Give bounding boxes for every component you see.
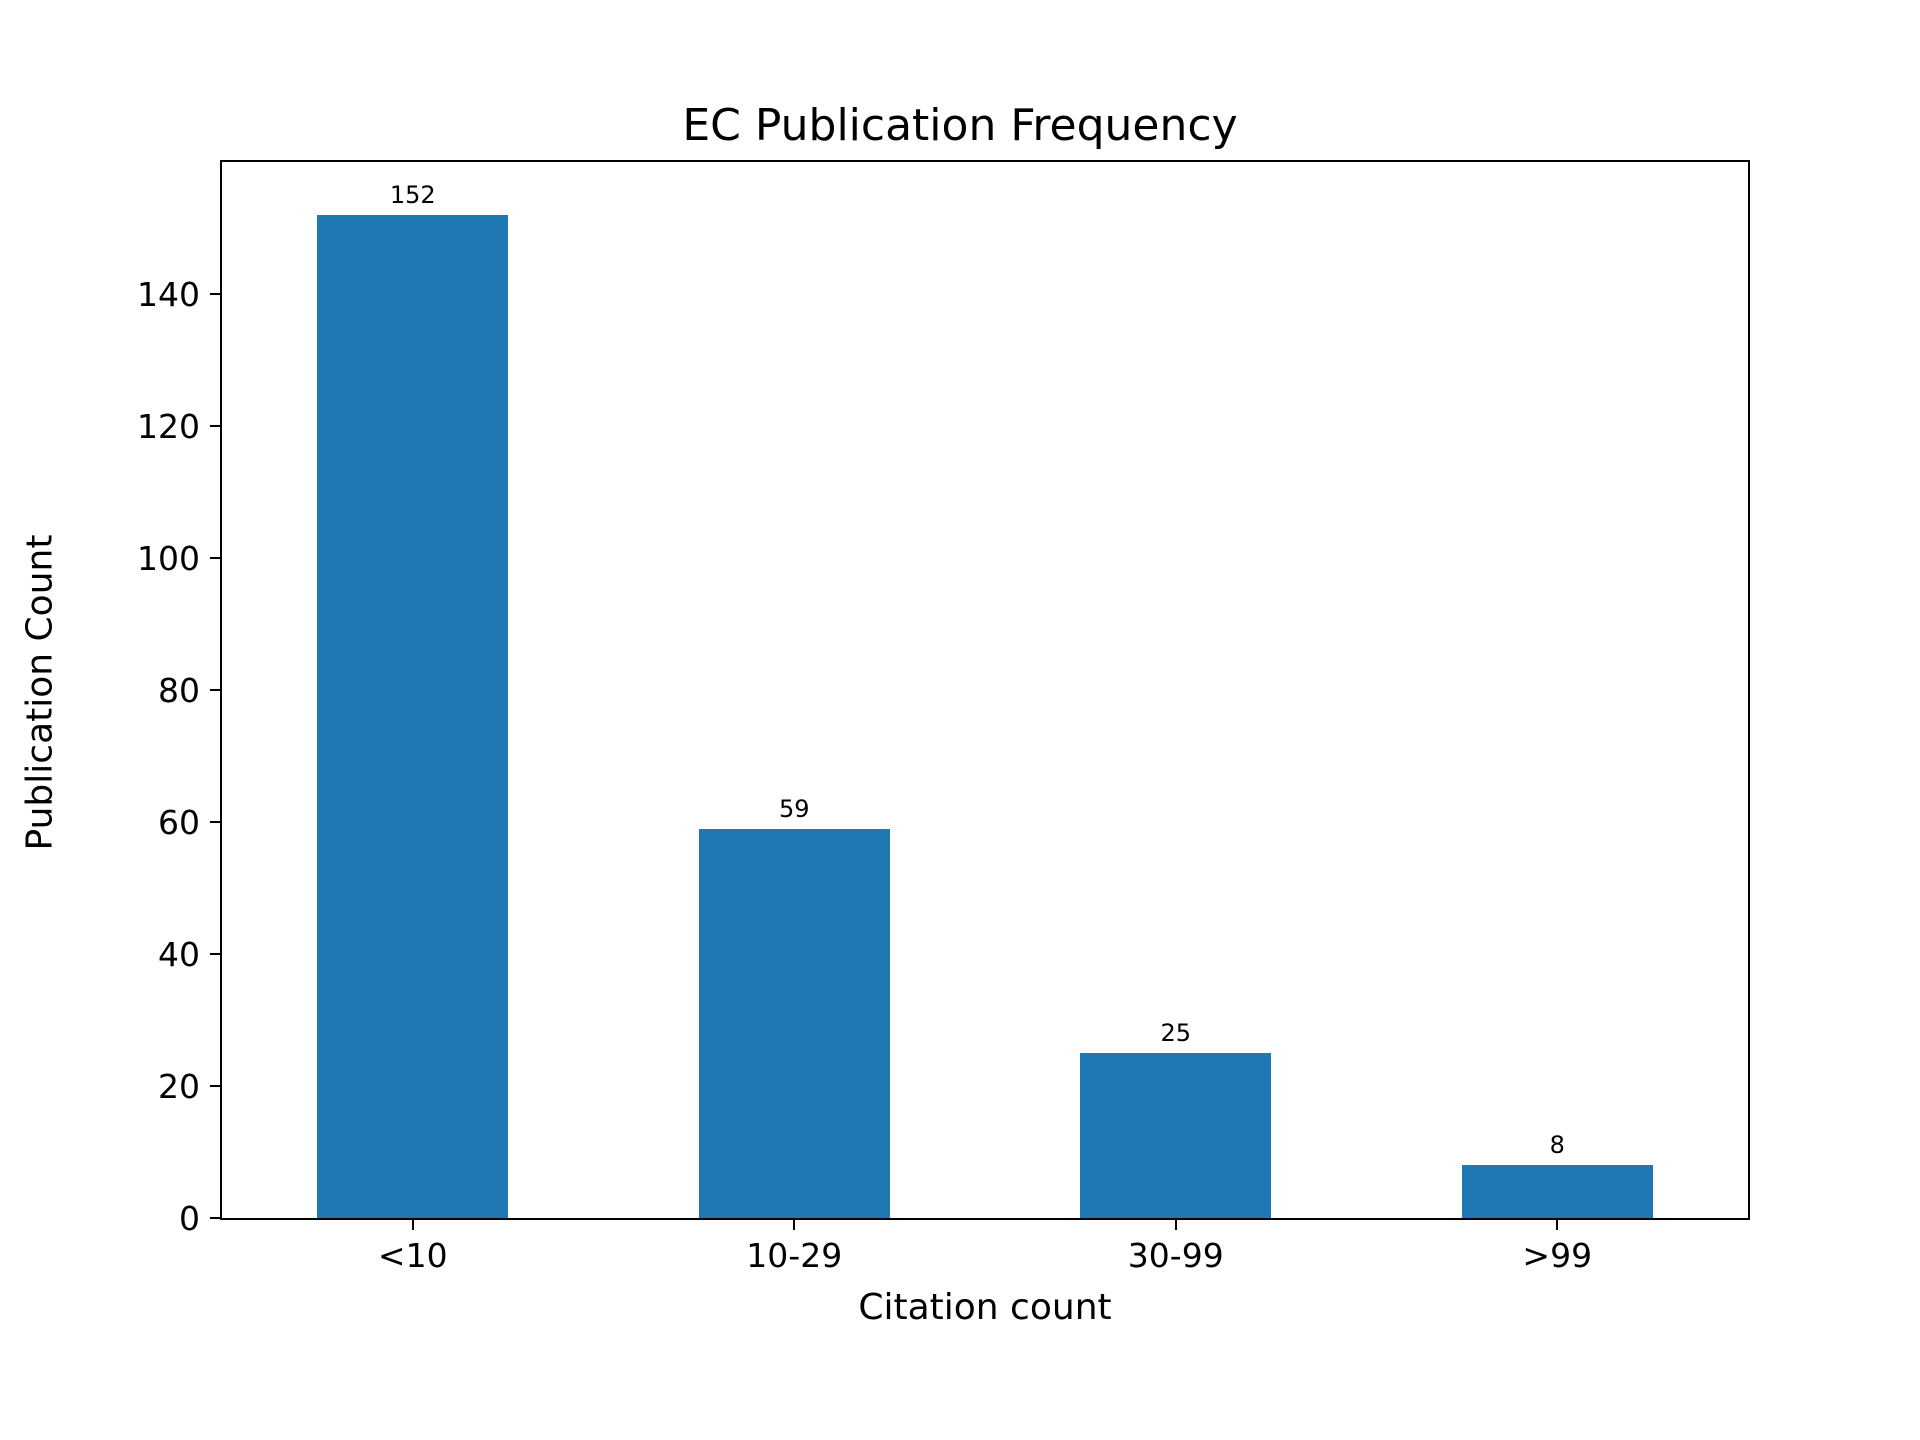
plot-area: [220, 160, 1750, 1220]
x-tick-mark: [1175, 1220, 1177, 1230]
bar-value-label: 152: [353, 181, 473, 209]
y-tick-label: 120: [80, 407, 200, 446]
bar: [699, 829, 890, 1218]
bar-value-label: 8: [1497, 1131, 1617, 1159]
y-axis-label: Publication Count: [20, 393, 61, 993]
x-tick-mark: [412, 1220, 414, 1230]
y-tick-mark: [210, 1085, 220, 1087]
x-tick-mark: [1556, 1220, 1558, 1230]
y-tick-mark: [210, 293, 220, 295]
y-tick-label: 80: [80, 671, 200, 710]
x-tick-label: >99: [1437, 1236, 1677, 1275]
y-tick-label: 20: [80, 1067, 200, 1106]
x-tick-label: <10: [293, 1236, 533, 1275]
y-tick-mark: [210, 953, 220, 955]
y-tick-label: 100: [80, 539, 200, 578]
figure: EC Publication Frequency Citation count …: [0, 0, 1920, 1440]
x-tick-mark: [793, 1220, 795, 1230]
y-tick-label: 40: [80, 935, 200, 974]
y-tick-label: 140: [80, 275, 200, 314]
y-tick-mark: [210, 1217, 220, 1219]
chart-title: EC Publication Frequency: [0, 100, 1920, 151]
x-axis-label: Citation count: [220, 1287, 1750, 1328]
y-tick-label: 0: [80, 1199, 200, 1238]
x-tick-label: 30-99: [1056, 1236, 1296, 1275]
y-tick-label: 60: [80, 803, 200, 842]
bar-value-label: 25: [1116, 1019, 1236, 1047]
x-tick-label: 10-29: [674, 1236, 914, 1275]
bar: [1080, 1053, 1271, 1218]
y-tick-mark: [210, 689, 220, 691]
y-tick-mark: [210, 557, 220, 559]
bar: [1462, 1165, 1653, 1218]
y-tick-mark: [210, 425, 220, 427]
bar: [317, 215, 508, 1218]
y-tick-mark: [210, 821, 220, 823]
bar-value-label: 59: [734, 795, 854, 823]
